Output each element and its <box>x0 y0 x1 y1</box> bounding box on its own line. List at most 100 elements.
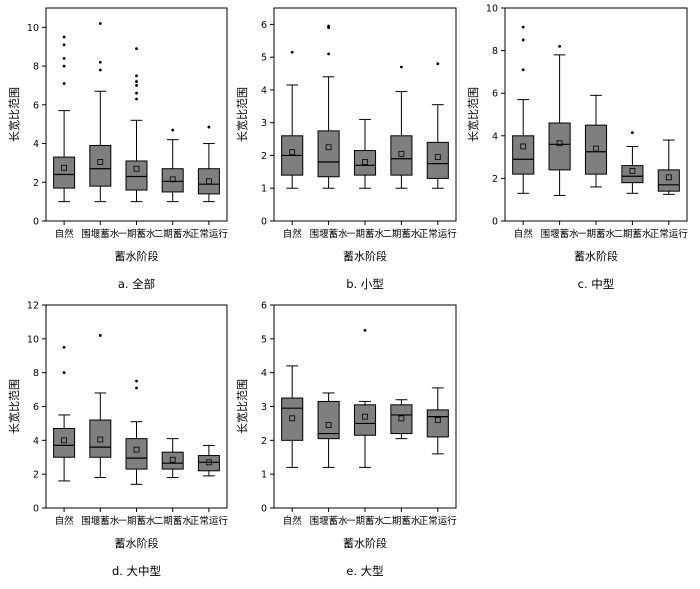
outlier-point <box>62 82 66 85</box>
panel-caption: e. 大型 <box>346 564 383 578</box>
x-category-label: 自然 <box>283 228 303 240</box>
outlier-point <box>98 334 102 337</box>
iqr-box <box>390 135 413 176</box>
x-axis-title: 蓄水阶段 <box>115 536 159 550</box>
outlier-point <box>327 52 330 56</box>
y-axis-title: 长宽比范围 <box>7 87 21 142</box>
iqr-box <box>197 455 220 472</box>
y-tick-label: 0 <box>33 217 39 228</box>
box-b-4 <box>390 65 413 189</box>
x-category-label: 正常运行 <box>190 515 229 527</box>
outlier-point <box>135 80 138 83</box>
x-category-label: 围堰蓄水 <box>81 228 120 240</box>
y-axis-title: 长宽比范围 <box>235 379 249 434</box>
y-axis-title: 长宽比范围 <box>235 87 249 142</box>
y-tick-label: 4 <box>33 139 39 150</box>
outlier-point <box>62 35 66 39</box>
iqr-box <box>53 156 76 189</box>
iqr-box <box>657 169 680 192</box>
y-tick-label: 2 <box>33 178 39 189</box>
box-d-4 <box>161 438 184 479</box>
mean-marker <box>97 436 104 443</box>
x-category-label: 正常运行 <box>419 515 458 527</box>
y-tick-label: 3 <box>261 118 267 129</box>
x-category-label: 围堰蓄水 <box>81 515 120 527</box>
x-category-label: 二期蓄水 <box>382 228 421 240</box>
y-tick-label: 3 <box>261 402 267 413</box>
y-tick-label: 10 <box>486 4 498 15</box>
iqr-box <box>125 438 148 470</box>
y-tick-label: 0 <box>33 504 39 515</box>
mean-marker <box>362 159 368 165</box>
iqr-box <box>426 409 449 438</box>
x-axis-title: 蓄水阶段 <box>115 249 159 263</box>
box-b-5 <box>426 62 449 189</box>
mean-marker <box>169 456 176 463</box>
mean-marker <box>169 176 176 183</box>
y-tick-label: 6 <box>261 301 267 312</box>
outlier-point <box>521 38 525 42</box>
iqr-box <box>317 400 340 440</box>
y-tick-label: 4 <box>492 131 498 142</box>
y-axis-title: 长宽比范围 <box>7 379 21 434</box>
y-tick-label: 8 <box>492 46 498 57</box>
y-tick-label: 5 <box>261 53 267 64</box>
panel-caption: a. 全部 <box>118 277 155 291</box>
mean-marker <box>97 159 104 165</box>
box-e-2 <box>317 392 340 468</box>
y-tick-label: 4 <box>33 436 39 447</box>
iqr-box <box>281 397 304 441</box>
iqr-box <box>426 141 449 179</box>
box-c-5 <box>657 139 680 195</box>
box-b-3 <box>353 118 377 189</box>
iqr-box <box>161 168 184 193</box>
outlier-point <box>135 84 138 87</box>
mean-marker <box>398 415 405 422</box>
mean-marker <box>362 413 368 420</box>
y-tick-label: 6 <box>261 20 267 31</box>
mean-marker <box>289 149 296 156</box>
outlier-point <box>631 131 634 135</box>
outlier-point <box>135 379 138 383</box>
y-tick-label: 2 <box>492 174 498 185</box>
iqr-box <box>512 135 535 175</box>
mean-marker <box>205 178 212 185</box>
iqr-box <box>390 404 413 435</box>
y-tick-label: 10 <box>27 334 39 345</box>
box-e-5 <box>426 387 449 455</box>
x-category-label: 围堰蓄水 <box>541 228 580 240</box>
y-tick-label: 8 <box>33 62 39 73</box>
x-category-label: 一期蓄水 <box>346 228 385 240</box>
x-category-label: 一期蓄水 <box>577 228 616 240</box>
outlier-point <box>135 74 138 78</box>
x-category-label: 围堰蓄水 <box>310 515 349 527</box>
box-d-2 <box>89 334 112 479</box>
mean-marker <box>289 415 296 422</box>
box-b-2 <box>317 24 340 189</box>
outlier-point <box>558 44 561 48</box>
mean-marker <box>556 140 563 147</box>
outlier-point <box>171 128 175 132</box>
y-tick-label: 0 <box>492 217 498 228</box>
outlier-point <box>62 345 66 349</box>
iqr-box <box>548 122 571 171</box>
mean-marker <box>133 446 140 453</box>
iqr-box <box>161 451 184 470</box>
outlier-point <box>290 50 294 54</box>
x-category-label: 二期蓄水 <box>154 515 193 527</box>
y-tick-label: 4 <box>261 85 267 96</box>
y-tick-label: 6 <box>33 100 39 111</box>
box-a-2 <box>89 22 112 203</box>
outlier-point <box>98 22 102 25</box>
outlier-point <box>521 68 525 72</box>
outlier-point <box>363 328 367 332</box>
iqr-box <box>621 165 644 184</box>
x-category-label: 二期蓄水 <box>613 228 652 240</box>
y-tick-label: 4 <box>261 368 267 379</box>
mean-marker <box>593 145 599 152</box>
x-category-label: 自然 <box>55 515 75 527</box>
mean-marker <box>629 168 636 174</box>
